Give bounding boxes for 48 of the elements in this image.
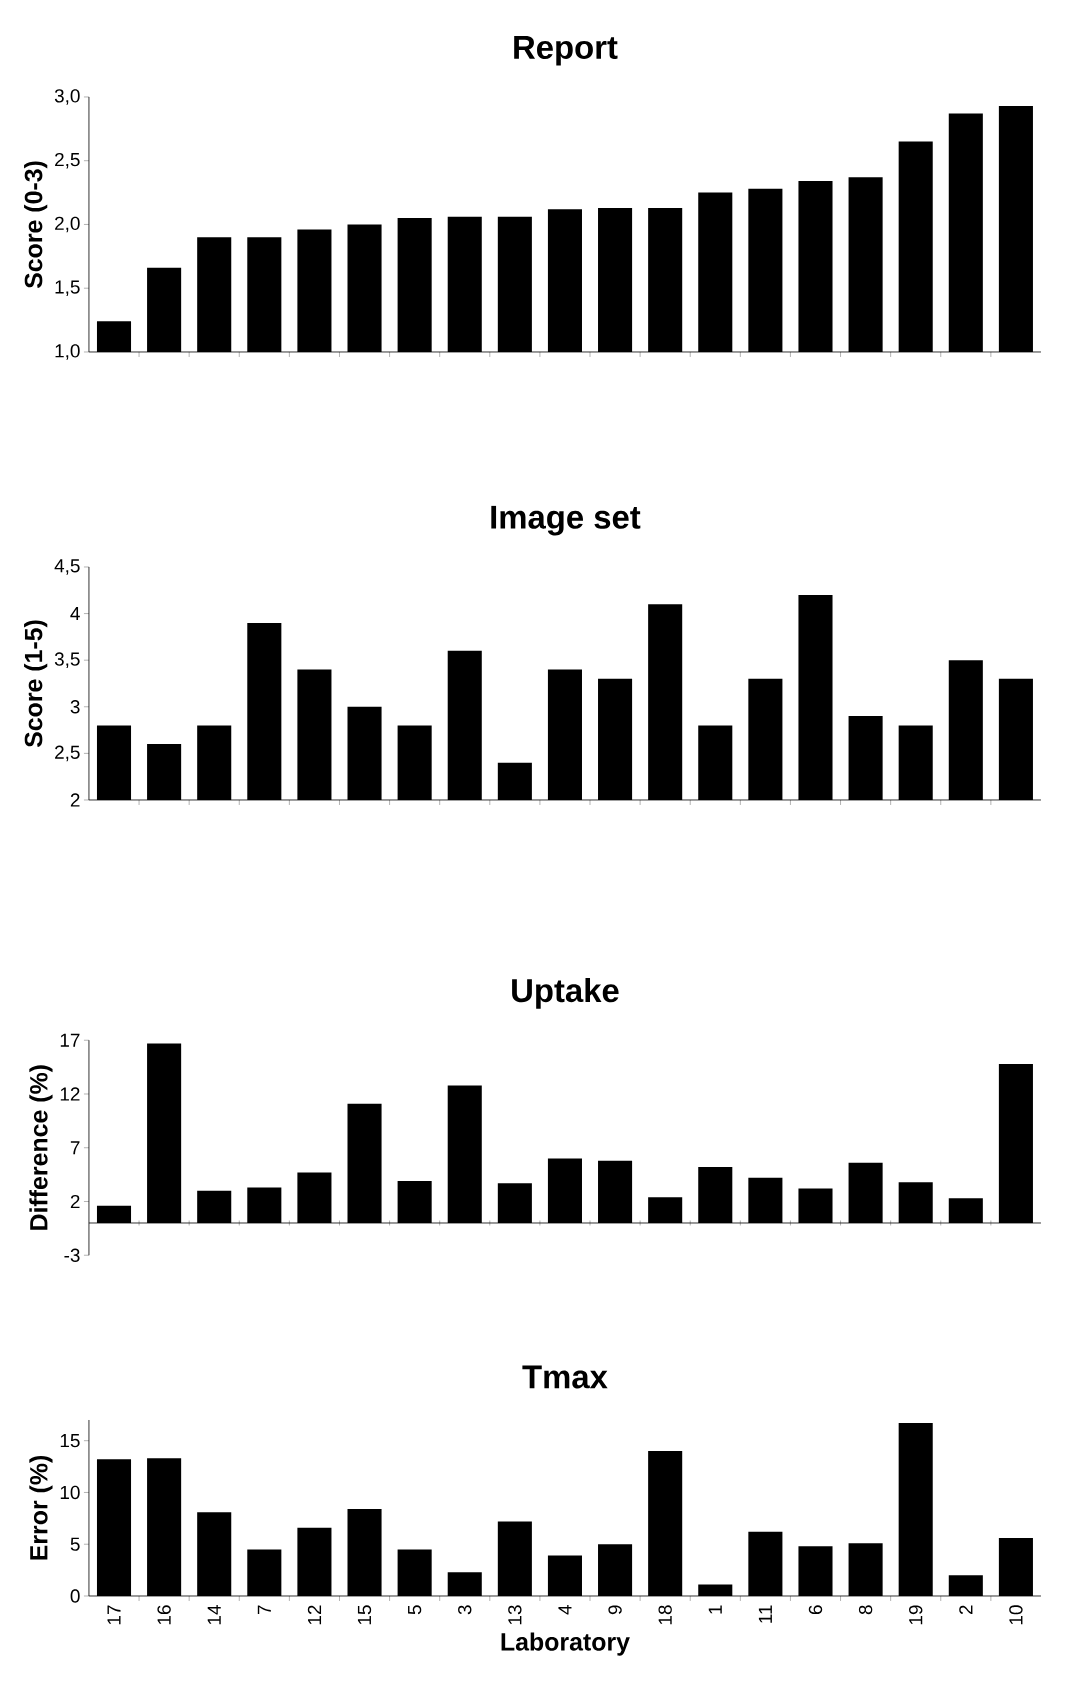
x-tick-label: 17 [107, 1605, 121, 1625]
x-tick-label: 8 [858, 1605, 873, 1615]
chart-title: Tmax [522, 1365, 608, 1389]
y-tick-label: 7 [70, 1141, 80, 1155]
y-axis-title: Score (1-5) [24, 620, 48, 748]
y-tick-label: 12 [60, 1087, 80, 1101]
y-tick-label: -3 [64, 1248, 80, 1262]
y-tick-label: 2 [70, 1194, 80, 1209]
x-tick-label: 3 [458, 1605, 472, 1615]
x-tick-label: 2 [959, 1605, 973, 1615]
x-tick-label: 12 [307, 1605, 322, 1625]
y-tick-label: 1,0 [55, 344, 80, 360]
x-tick-label: 1 [708, 1605, 722, 1614]
x-axis-title: Laboratory [501, 1632, 630, 1656]
y-tick-label: 2 [70, 793, 80, 807]
x-tick-label: 9 [608, 1605, 622, 1615]
chart-title: Report [514, 36, 618, 66]
x-tick-label: 14 [207, 1605, 221, 1625]
y-tick-label: 17 [60, 1033, 80, 1047]
y-axis-title: Error (%) [29, 1456, 53, 1560]
y-tick-label: 2,5 [55, 152, 80, 169]
y-tick-label: 3 [70, 700, 80, 714]
x-tick-label: 19 [909, 1605, 923, 1625]
x-tick-label: 16 [157, 1605, 171, 1625]
y-tick-label: 4,5 [54, 559, 80, 575]
y-tick-label: 3,5 [54, 652, 80, 668]
y-tick-label: 1,5 [55, 280, 80, 296]
y-tick-label: 10 [60, 1485, 80, 1500]
y-tick-label: 0 [70, 1589, 80, 1603]
y-axis-title: Difference (%) [29, 1065, 53, 1230]
y-tick-label: 5 [70, 1537, 80, 1551]
x-tick-label: 13 [508, 1605, 522, 1625]
y-tick-label: 4 [70, 607, 80, 621]
x-tick-label: 4 [558, 1605, 572, 1615]
chart-title: Uptake [512, 978, 619, 1009]
y-tick-label: 2,0 [55, 216, 80, 233]
x-tick-label: 18 [658, 1605, 672, 1625]
x-tick-label: 15 [357, 1605, 372, 1625]
y-axis-title: Score (0-3) [24, 161, 48, 289]
x-tick-label: 10 [1009, 1605, 1023, 1625]
x-tick-label: 5 [408, 1605, 422, 1615]
x-tick-label: 7 [257, 1605, 271, 1615]
y-tick-label: 2,5 [55, 745, 80, 762]
x-tick-label: 11 [758, 1605, 772, 1623]
chart-title: Image set [491, 505, 641, 536]
y-tick-label: 3,0 [54, 89, 80, 105]
x-tick-label: 6 [808, 1605, 823, 1615]
y-tick-label: 15 [60, 1434, 80, 1448]
